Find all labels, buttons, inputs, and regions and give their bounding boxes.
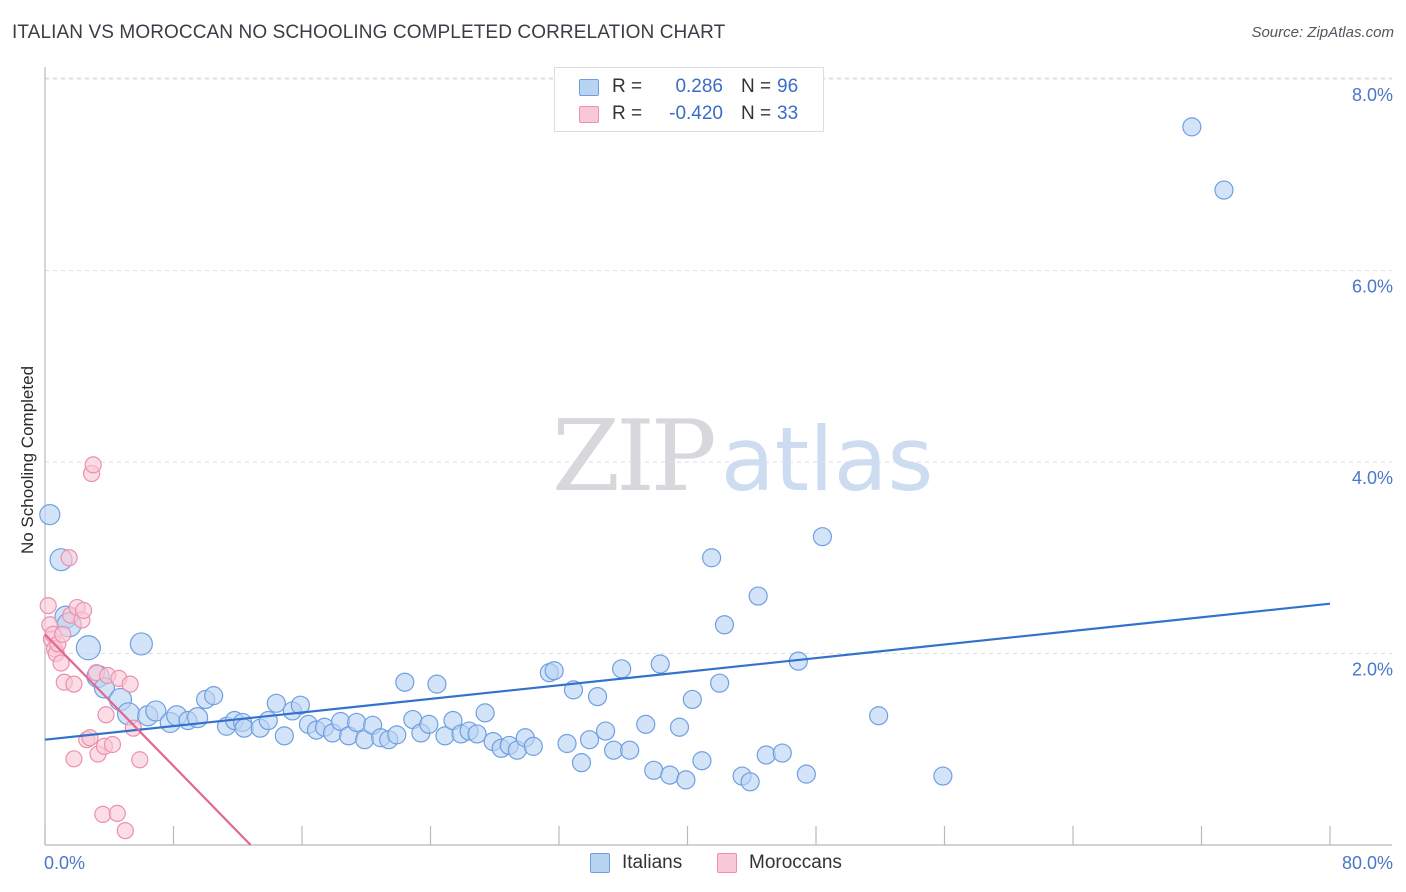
y-tick-label: 4.0% <box>1352 468 1393 488</box>
italian-point <box>748 586 768 606</box>
moroccan-point <box>60 549 78 567</box>
italian-point <box>701 548 722 568</box>
n-label: N = <box>741 76 772 97</box>
italian-point <box>563 680 584 700</box>
legend-label-italians: Italians <box>622 852 683 873</box>
moroccan-point <box>84 456 102 474</box>
moroccan-point <box>124 719 142 737</box>
italian-point <box>676 770 696 790</box>
series-legend: Italians Moroccans <box>0 852 1406 878</box>
moroccan-point <box>74 601 93 620</box>
italian-point <box>579 730 600 750</box>
stats-legend-row-moroccans: R = -0.420 N = 33 <box>579 101 798 127</box>
italian-point <box>714 615 735 635</box>
italian-point <box>427 674 447 694</box>
moroccan-point <box>39 597 57 615</box>
moroccan-point <box>131 751 149 769</box>
moroccan-point <box>94 805 112 823</box>
legend-item-moroccans[interactable]: Moroccans <box>717 852 842 874</box>
italian-point <box>523 736 543 756</box>
x-tick-label: 0.0% <box>44 853 85 873</box>
italian-point <box>129 632 153 656</box>
stats-legend: R = 0.286 N = 96 R = -0.420 N = 33 <box>554 67 824 132</box>
italian-point <box>571 753 592 773</box>
italian-point <box>544 661 564 681</box>
italian-point <box>756 745 776 765</box>
italian-point <box>347 712 367 733</box>
italian-point <box>587 686 608 707</box>
moroccan-point <box>54 625 72 643</box>
italian-point <box>869 706 889 726</box>
italian-point <box>650 654 670 674</box>
italian-point <box>636 714 656 734</box>
y-tick-label: 8.0% <box>1352 85 1393 105</box>
r-label: R = <box>612 103 643 124</box>
moroccan-trend-line <box>44 633 252 846</box>
italian-point <box>644 760 664 780</box>
legend-item-italians[interactable]: Italians <box>590 852 682 874</box>
italian-point <box>604 740 624 760</box>
italian-point <box>796 764 816 784</box>
legend-swatch-italians <box>579 78 599 96</box>
italian-point <box>387 725 407 745</box>
stats-legend-row-italians: R = 0.286 N = 96 <box>579 74 798 100</box>
italian-point <box>682 689 702 710</box>
moroccan-point <box>97 706 115 724</box>
italian-point <box>812 527 833 547</box>
italian-point <box>234 718 254 738</box>
x-tick-label: 80.0% <box>1342 853 1393 873</box>
italian-point <box>669 717 690 737</box>
italian-point <box>557 733 577 754</box>
italian-point <box>1182 117 1202 137</box>
italian-point <box>395 672 415 692</box>
italian-point <box>772 743 792 763</box>
chart-title: ITALIAN VS MOROCCAN NO SCHOOLING COMPLET… <box>12 22 726 43</box>
italian-point <box>467 724 487 744</box>
moroccan-point <box>65 750 83 768</box>
italian-point <box>595 721 616 741</box>
r-label: R = <box>612 76 643 97</box>
moroccan-point <box>52 654 70 672</box>
moroccan-point <box>81 729 99 747</box>
italian-point <box>290 695 310 715</box>
italian-point <box>274 726 294 746</box>
italian-point <box>612 659 632 679</box>
italian-point <box>75 635 101 661</box>
y-tick-label: 2.0% <box>1352 660 1393 680</box>
italian-point <box>475 703 495 723</box>
legend-swatch-moroccans <box>579 105 599 123</box>
italian-point <box>660 765 680 785</box>
italian-point <box>1214 180 1234 200</box>
y-axis-label-wrap: No Schooling Completed <box>16 300 40 620</box>
moroccan-point <box>116 822 134 840</box>
italian-point <box>266 693 286 713</box>
moroccan-point <box>65 675 83 693</box>
r-value: 0.286 <box>675 76 723 97</box>
italian-point <box>258 710 278 731</box>
source-label: Source: ZipAtlas.com <box>1251 24 1394 41</box>
italian-point <box>419 714 439 734</box>
italian-point <box>620 740 640 760</box>
moroccan-point <box>103 735 122 754</box>
legend-swatch-moroccans <box>717 853 737 873</box>
italian-point <box>692 751 712 771</box>
italian-point <box>740 772 760 792</box>
y-axis-label: No Schooling Completed <box>18 365 37 555</box>
moroccan-point <box>121 675 139 693</box>
n-value: 33 <box>777 103 799 124</box>
italian-point <box>710 673 730 693</box>
italian-point <box>204 686 224 706</box>
n-label: N = <box>741 103 772 124</box>
r-value: -0.420 <box>669 103 723 124</box>
y-tick-label: 6.0% <box>1352 277 1393 297</box>
legend-label-moroccans: Moroccans <box>749 852 842 873</box>
italian-point <box>145 700 167 722</box>
italian-point <box>933 766 953 786</box>
n-value: 96 <box>777 76 799 97</box>
moroccan-point <box>108 804 126 823</box>
italian-trend-line <box>44 602 1331 741</box>
legend-swatch-italians <box>590 853 610 873</box>
italian-point <box>39 504 61 526</box>
